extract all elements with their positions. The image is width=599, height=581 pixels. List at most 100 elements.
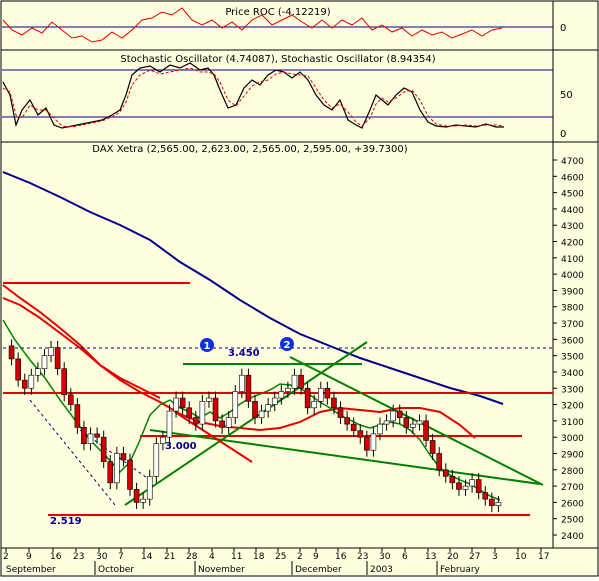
- candle-body: [48, 347, 54, 356]
- day-tick-label: 13: [425, 552, 436, 562]
- price-tick-label: 4200: [561, 239, 584, 249]
- roc-line: [2, 7, 503, 43]
- price-tick-label: 3600: [561, 336, 584, 346]
- candle-body: [67, 394, 74, 405]
- candle-body: [41, 355, 48, 369]
- day-tick-label: 9: [26, 552, 32, 562]
- time-axis-ticks: 2 9 16 23 30 7 14 21 28 4 11 18 25 2 9 16 23 30 6 13 20 27 3 10…: [3, 548, 549, 575]
- price-tick-label: 3900: [561, 287, 584, 297]
- green-uptrend: [124, 341, 368, 506]
- price-tick-label: 4500: [561, 190, 584, 200]
- candle-body: [350, 423, 357, 431]
- candle-body: [166, 410, 173, 438]
- ma-long-blue: [2, 171, 504, 405]
- candle-body: [35, 368, 41, 376]
- price-tick-label: 3100: [561, 418, 584, 428]
- candle-body: [495, 502, 502, 506]
- candle-body: [469, 479, 475, 487]
- day-tick-label: 30: [379, 552, 391, 562]
- candle-body: [364, 436, 370, 451]
- candle-body: [475, 479, 482, 493]
- candle-body: [206, 397, 212, 402]
- candle-body: [370, 433, 377, 451]
- candle-body: [232, 391, 239, 418]
- candle-body: [239, 374, 245, 392]
- stoch-tick-50: 50: [560, 90, 573, 101]
- day-tick-label: 2: [297, 552, 303, 562]
- candle-body: [265, 404, 271, 412]
- candle-body: [456, 482, 462, 490]
- candle-body: [304, 387, 311, 409]
- candle-body: [199, 401, 206, 425]
- candle-body: [390, 410, 396, 422]
- price-tick-label: 3300: [561, 385, 584, 395]
- green-downtrend-1: [289, 356, 544, 486]
- day-tick-label: 21: [164, 552, 175, 562]
- candle-body: [383, 420, 390, 425]
- price-tick-label: 4400: [561, 206, 584, 216]
- stoch-title: Stochastic Oscillator (4.74087), Stochas…: [120, 54, 435, 65]
- price-tick-label: 4700: [561, 157, 584, 167]
- day-tick-label: 16: [335, 552, 347, 562]
- candle-body: [396, 410, 403, 418]
- month-label: November: [198, 565, 245, 575]
- candle-body: [403, 417, 410, 428]
- price-tick-label: 3000: [561, 434, 584, 444]
- candle-body: [344, 417, 350, 425]
- day-tick-label: 7: [118, 552, 124, 562]
- day-tick-label: 3: [492, 552, 498, 562]
- price-title: DAX Xetra (2,565.00, 2,623.00, 2,565.00,…: [92, 144, 407, 155]
- day-tick-label: 23: [357, 552, 368, 562]
- price-tick-label: 3400: [561, 369, 584, 379]
- candle-body: [120, 453, 127, 461]
- candle-body: [317, 387, 324, 402]
- candle-body: [219, 420, 225, 428]
- candlestick-series: [8, 339, 502, 513]
- candle-body: [107, 461, 114, 484]
- candle-body: [127, 459, 133, 490]
- candle-body: [146, 476, 153, 500]
- label-3000: 3.000: [165, 441, 197, 452]
- candle-body: [28, 374, 35, 389]
- day-tick-label: 10: [515, 552, 527, 562]
- day-tick-label: 17: [538, 552, 549, 562]
- month-label: February: [440, 565, 481, 575]
- month-label: December: [295, 565, 342, 575]
- day-tick-label: 14: [141, 552, 153, 562]
- candle-body: [114, 453, 120, 484]
- price-tick-label: 2900: [561, 450, 584, 460]
- candle-body: [285, 387, 291, 392]
- price-tick-label: 2600: [561, 499, 584, 509]
- price-tick-label: 2800: [561, 467, 584, 477]
- day-tick-label: 9: [313, 552, 319, 562]
- candle-body: [8, 345, 15, 360]
- month-label: 2003: [370, 565, 393, 575]
- stoch-d-line: [2, 67, 505, 128]
- candle-body: [410, 423, 416, 428]
- day-tick-label: 11: [231, 552, 242, 562]
- price-tick-label: 4600: [561, 173, 584, 183]
- day-tick-label: 27: [469, 552, 480, 562]
- candle-body: [271, 397, 278, 405]
- day-tick-label: 25: [275, 552, 286, 562]
- day-tick-label: 16: [50, 552, 62, 562]
- candle-body: [298, 374, 304, 389]
- candle-body: [153, 443, 160, 477]
- marker-1-label: 1: [204, 341, 211, 352]
- day-tick-label: 23: [73, 552, 84, 562]
- marker-1-circle: [200, 338, 214, 352]
- candle-body: [21, 379, 28, 389]
- day-tick-label: 30: [96, 552, 108, 562]
- candle-body: [212, 397, 219, 422]
- roc-title: Price ROC (-4.12219): [225, 7, 330, 18]
- label-3450: 3.450: [228, 348, 260, 359]
- candle-body: [489, 498, 495, 506]
- price-tick-label: 2400: [561, 532, 584, 542]
- stoch-k-line: [2, 62, 504, 129]
- candle-body: [179, 397, 186, 409]
- candle-body: [482, 492, 489, 500]
- candle-body: [81, 427, 87, 444]
- price-axis-ticks: 4700 4600 4500 4400 4300 4200 4100 4000 3900 3800…: [553, 157, 584, 542]
- candle-body: [15, 358, 21, 381]
